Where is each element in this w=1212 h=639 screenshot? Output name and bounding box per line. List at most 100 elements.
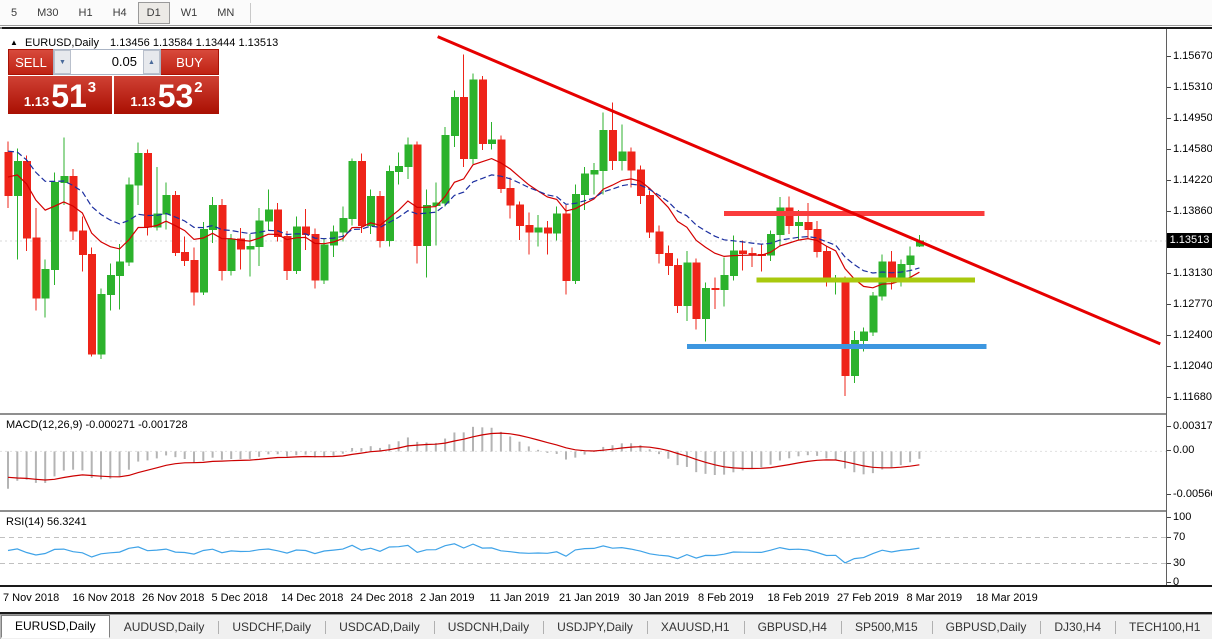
- date-axis-tick: 8 Feb 2019: [698, 592, 754, 604]
- price-axis-tick: 1.14580: [1167, 143, 1212, 156]
- chart-tab-gbpusd-h4[interactable]: GBPUSD,H4: [743, 616, 841, 638]
- price-axis-tick: 1.12400: [1167, 329, 1212, 342]
- timeframe-toolbar: 5 M30 H1 H4 D1 W1 MN: [0, 0, 1212, 26]
- timeframe-button-h4[interactable]: H4: [112, 6, 127, 19]
- price-axis-tick: 1.14950: [1167, 111, 1212, 124]
- sell-price-small: 1.13: [23, 94, 50, 109]
- timeframe-button-5[interactable]: 5: [11, 6, 18, 19]
- buy-price-sup: 2: [194, 79, 203, 96]
- tabs-container: EURUSD,Daily AUDUSD,Daily USDCHF,Daily USDC…: [1, 615, 1212, 639]
- buy-price-button[interactable]: 1.13 53 2: [114, 76, 219, 114]
- price-axis-tick: 1.15310: [1167, 80, 1212, 93]
- price-axis-tick: 1.15670: [1167, 50, 1212, 63]
- volume-input[interactable]: 0.05: [111, 54, 137, 69]
- tabbar-gutter: [0, 615, 1, 639]
- current-price-tag: 1.13513: [1167, 233, 1212, 249]
- date-axis-tick: 24 Dec 2018: [350, 592, 413, 604]
- chart-title: ▲ EURUSD,Daily 1.13456 1.13584 1.13444 1…: [10, 37, 278, 49]
- rsi-indicator-panel[interactable]: RSI(14) 56.3241: [0, 512, 1166, 585]
- chart-ohlc-values: 1.13456 1.13584 1.13444 1.13513: [110, 37, 279, 49]
- sell-price-big: 51: [51, 78, 87, 114]
- rsi-axis-tick: 70: [1166, 530, 1186, 543]
- buy-price-small: 1.13: [130, 94, 156, 109]
- volume-stepper: ▼ 0.05 ▲: [53, 49, 161, 75]
- date-axis-tick: 5 Dec 2018: [211, 592, 268, 604]
- trend-line[interactable]: [437, 35, 1161, 346]
- rsi-axis-tick: 30: [1166, 556, 1186, 569]
- chart-tab-bar: EURUSD,Daily AUDUSD,Daily USDCHF,Daily USDC…: [0, 614, 1212, 639]
- date-axis-tick: 26 Nov 2018: [142, 592, 205, 604]
- rsi-chart: [0, 537, 1166, 564]
- chart-symbol-label: EURUSD,Daily: [24, 37, 99, 49]
- chart-tab-tech100-h1[interactable]: TECH100,H1: [1115, 616, 1212, 638]
- macd-chart: [0, 426, 1166, 489]
- macd-axis-tick: 0.003177: [1167, 420, 1212, 432]
- one-click-trade-panel: SELL ▼ 0.05 ▲ BUY 1.13 51 3 1.13 53 2: [8, 49, 219, 114]
- price-axis-tick: 1.12770: [1167, 297, 1212, 310]
- slow-ma: [7, 150, 920, 274]
- panel-separator[interactable]: [0, 510, 1212, 512]
- price-axis-tick: 1.13860: [1167, 204, 1212, 217]
- rsi-line: [7, 543, 920, 564]
- date-axis-tick: 7 Nov 2018: [3, 592, 60, 604]
- buy-price-big: 53: [157, 78, 194, 114]
- chart-tab-dj30-h4[interactable]: DJ30,H4: [1040, 616, 1115, 638]
- chart-tab-eurusd-daily[interactable]: EURUSD,Daily: [1, 615, 110, 638]
- chart-tab-xauusd-h1[interactable]: XAUUSD,H1: [646, 616, 744, 638]
- date-axis-tick: 8 Mar 2019: [906, 592, 963, 604]
- date-axis-tick: 18 Mar 2019: [976, 592, 1038, 604]
- rsi-axis-tick: 100: [1166, 511, 1192, 523]
- date-axis-tick: 16 Nov 2018: [72, 592, 135, 604]
- chart-tab-usdchf-daily[interactable]: USDCHF,Daily: [218, 616, 325, 638]
- rsi-axis-tick: 0: [1166, 576, 1180, 588]
- main-chart-panel[interactable]: ▲ EURUSD,Daily 1.13456 1.13584 1.13444 1…: [0, 29, 1166, 413]
- sell-button[interactable]: SELL: [8, 49, 53, 75]
- date-axis-tick: 21 Jan 2019: [559, 592, 620, 604]
- date-axis-tick: 18 Feb 2019: [767, 592, 830, 604]
- sell-price-button[interactable]: 1.13 51 3: [8, 76, 112, 114]
- date-axis-tick: 27 Feb 2019: [837, 592, 899, 604]
- macd-histogram: [7, 426, 921, 489]
- panel-separator[interactable]: [0, 413, 1212, 415]
- chart-tab-usdcnh-daily[interactable]: USDCNH,Daily: [433, 616, 543, 638]
- chart-tab-usdcad-daily[interactable]: USDCAD,Daily: [325, 616, 434, 638]
- collapse-panel-icon[interactable]: ▲: [10, 38, 18, 47]
- timeframe-button-mn[interactable]: MN: [217, 6, 235, 19]
- macd-axis-tick: -0.005667: [1167, 488, 1212, 500]
- macd-indicator-panel[interactable]: MACD(12,26,9) -0.000271 -0.001728: [0, 415, 1166, 510]
- chart-tab-usdjpy-daily[interactable]: USDJPY,Daily: [543, 616, 647, 638]
- chart-tab-audusd-daily[interactable]: AUDUSD,Daily: [123, 620, 205, 634]
- buy-button[interactable]: BUY: [161, 49, 219, 75]
- price-axis[interactable]: 1.15670 1.15310 1.14950 1.14580 1.14220 1.138…: [1166, 29, 1212, 588]
- date-axis-tick: 2 Jan 2019: [420, 592, 475, 604]
- timeframe-button-w1[interactable]: W1: [180, 6, 198, 19]
- date-axis-tick: 11 Jan 2019: [489, 592, 550, 604]
- date-axis-border: [0, 585, 1212, 587]
- candlestick-chart[interactable]: [0, 29, 1166, 413]
- moving-averages: [7, 150, 920, 289]
- price-axis-tick: 1.11680: [1167, 390, 1212, 403]
- date-axis[interactable]: 7 Nov 2018 16 Nov 2018 26 Nov 2018 5 Dec 20…: [0, 587, 1166, 612]
- macd-signal-line: [7, 432, 920, 481]
- volume-decrease-icon[interactable]: ▼: [54, 50, 71, 74]
- timeframe-button-h1[interactable]: H1: [78, 6, 93, 19]
- window-top-border: [0, 27, 1212, 29]
- chart-tab-sp500-m15[interactable]: SP500,M15: [840, 616, 932, 638]
- sell-price-sup: 3: [87, 79, 97, 96]
- date-axis-tick: 14 Dec 2018: [281, 592, 344, 604]
- macd-label: MACD(12,26,9) -0.000271 -0.001728: [6, 419, 188, 431]
- rsi-label: RSI(14) 56.3241: [6, 516, 87, 528]
- price-axis-tick: 1.14220: [1167, 173, 1212, 186]
- chart-tab-gbpusd-daily[interactable]: GBPUSD,Daily: [931, 616, 1041, 638]
- price-axis-tick: 1.13130: [1167, 266, 1212, 279]
- fast-ma: [7, 157, 920, 289]
- toolbar-separator: [250, 2, 252, 23]
- macd-axis-tick: 0.00: [1166, 444, 1195, 457]
- window-bottom-border: [0, 612, 1212, 614]
- date-axis-tick: 30 Jan 2019: [628, 592, 690, 604]
- price-axis-divider: [1166, 29, 1167, 585]
- timeframe-button-d1[interactable]: D1: [137, 1, 170, 24]
- price-axis-tick: 1.12040: [1167, 359, 1212, 372]
- timeframe-button-m30[interactable]: M30: [37, 6, 59, 19]
- volume-increase-icon[interactable]: ▲: [143, 50, 160, 74]
